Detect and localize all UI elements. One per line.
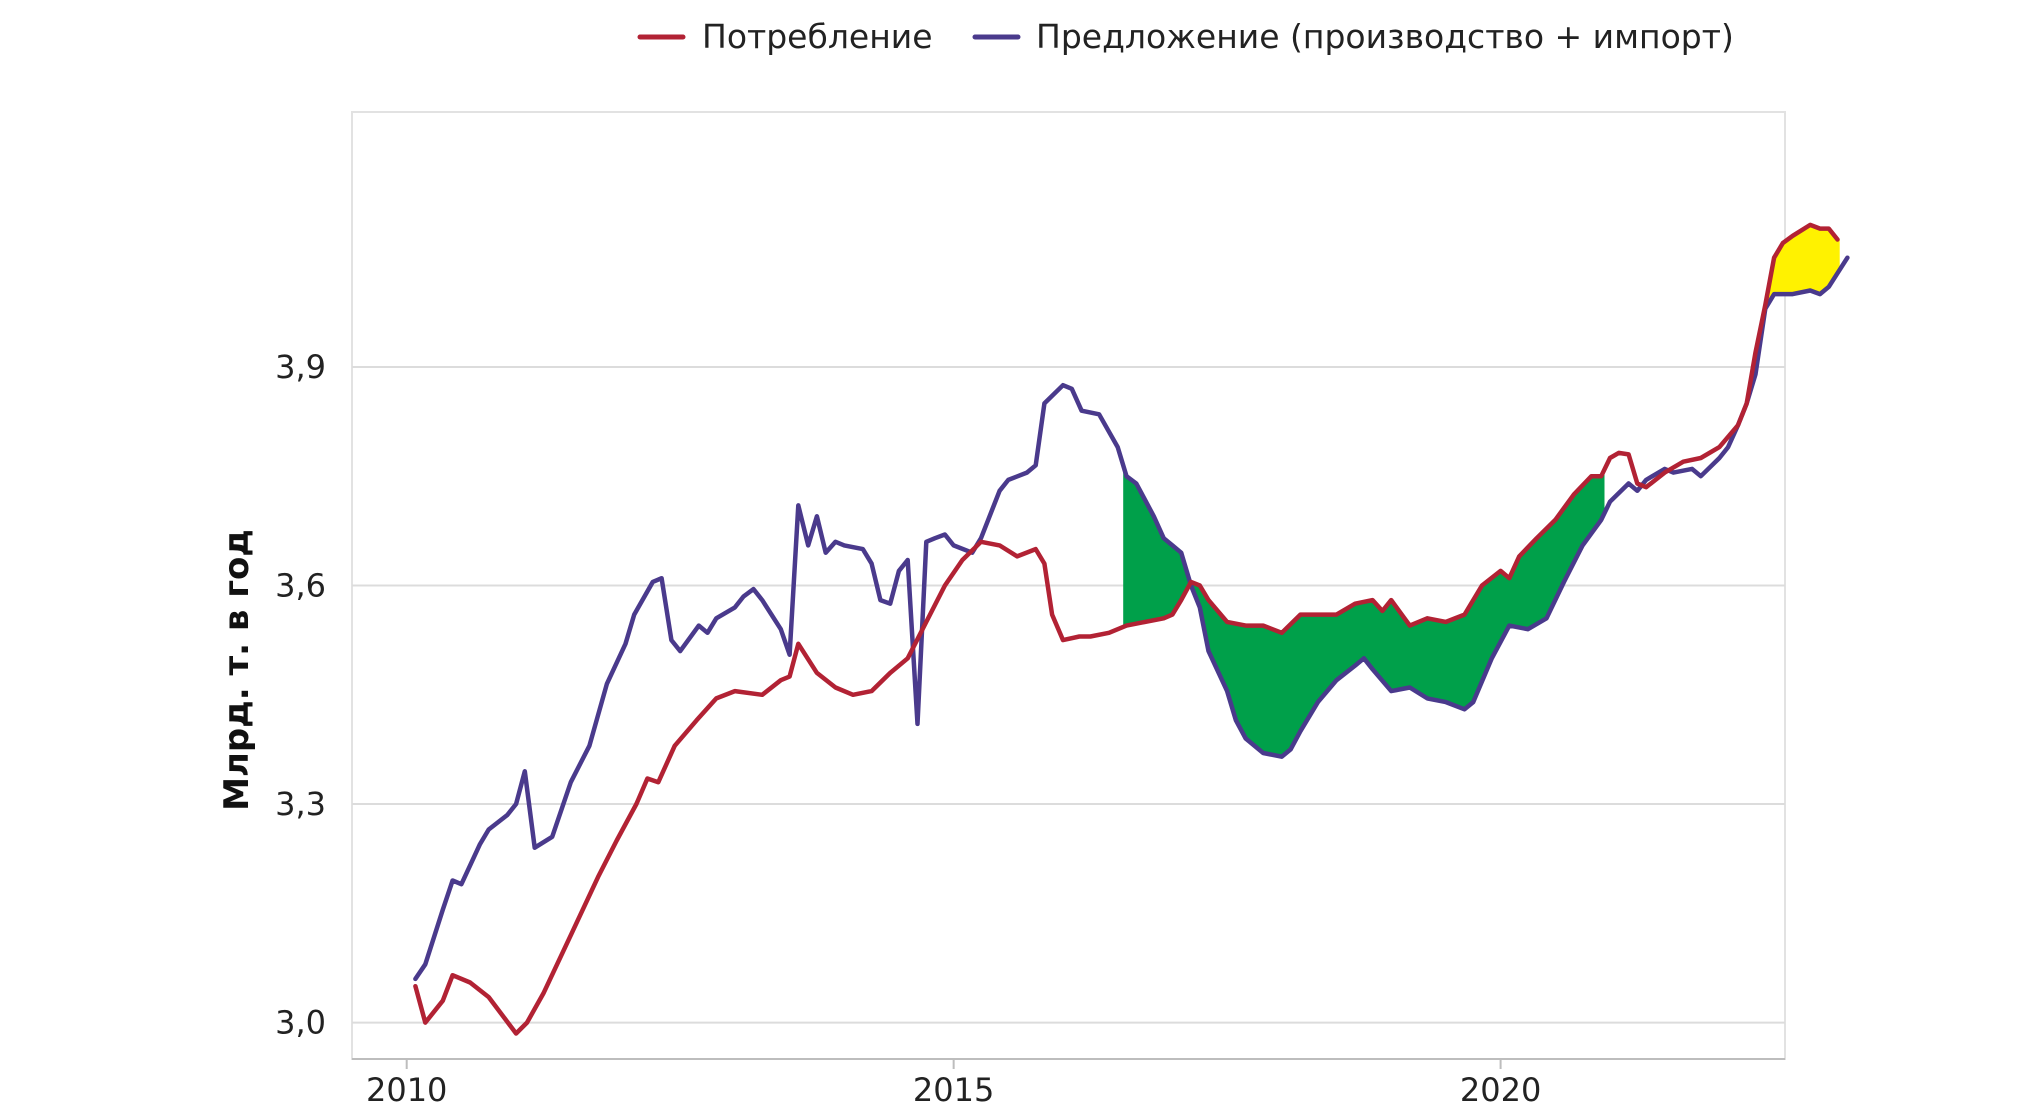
y-axis-ticks: 3,0 3,3 3,6 3,9 <box>275 348 326 1042</box>
y-tick-label: 3,9 <box>275 348 326 386</box>
x-tick-label: 2015 <box>913 1071 994 1109</box>
series-line-consumption <box>413 222 1840 1036</box>
x-tick-label: 2020 <box>1460 1071 1541 1109</box>
y-axis-label: Млрд. т. в год <box>217 529 257 811</box>
y-tick-label: 3,0 <box>275 1004 326 1042</box>
y-tick-label: 3,6 <box>275 567 326 605</box>
legend-label-consumption: Потребление <box>702 17 933 56</box>
x-tick-label: 2010 <box>366 1071 447 1109</box>
legend: Потребление Предложение (производство + … <box>637 17 1734 56</box>
series-line-supply <box>413 255 1850 982</box>
shaded-area-deficit <box>1763 225 1840 324</box>
legend-label-supply: Предложение (производство + импорт) <box>1036 17 1734 56</box>
y-tick-label: 3,3 <box>275 785 326 823</box>
shaded-area-surplus <box>1123 465 1605 757</box>
x-axis-ticks: 2010 2015 2020 <box>366 1059 1541 1109</box>
grid-lines <box>352 365 1785 1024</box>
shaded-areas <box>1123 225 1840 757</box>
series-lines <box>413 222 1850 1036</box>
